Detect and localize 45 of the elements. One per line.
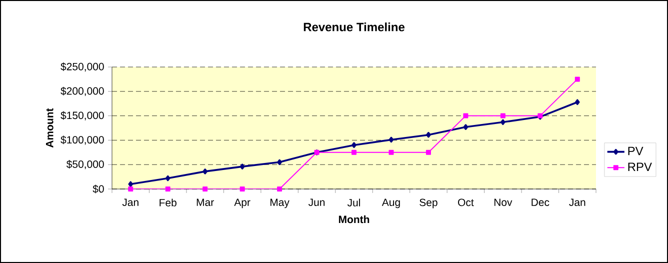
x-tick-label: Aug (382, 198, 400, 208)
point (574, 76, 580, 82)
chart-title: Revenue Timeline (304, 22, 404, 32)
point (240, 164, 245, 170)
x-axis-title: Month (338, 215, 370, 224)
point (463, 113, 468, 118)
point (500, 113, 506, 118)
legend-label: PV (628, 146, 644, 156)
x-tick-label: Nov (494, 198, 512, 206)
point (128, 186, 134, 192)
x-tick-label: Jun (308, 198, 325, 206)
point (240, 186, 245, 192)
x-tick-label: Mar (196, 198, 214, 206)
y-tick-label: $200,000 (60, 86, 104, 96)
y-tick-label: $100,000 (60, 136, 104, 145)
x-tick-label: Apr (234, 198, 250, 208)
point (388, 150, 394, 155)
y-axis-title: Amount (46, 108, 54, 148)
y-tick-label: $50,000 (66, 160, 104, 170)
point (352, 150, 357, 155)
x-tick-label: May (270, 198, 290, 208)
point (277, 159, 282, 166)
point (165, 186, 170, 192)
point (426, 150, 431, 155)
x-tick-label: Oct (458, 198, 474, 206)
point (500, 119, 506, 126)
y-tick-label: $250,000 (60, 62, 104, 72)
x-tick-label: Dec (532, 198, 550, 206)
x-tick-label: Sep (420, 198, 438, 208)
point (388, 136, 394, 143)
point (165, 175, 170, 182)
x-tick-label: Jul (347, 198, 360, 206)
y-tick-label: $150,000 (60, 111, 104, 120)
point (463, 124, 468, 130)
x-tick-label: Jan (122, 198, 138, 206)
point (426, 132, 431, 138)
y-tick-label: $0 (92, 184, 104, 194)
point (202, 168, 208, 174)
point (574, 99, 580, 106)
point (352, 142, 356, 148)
point (202, 186, 208, 192)
legend-label: RPV (628, 162, 652, 171)
x-tick-label: Jan (569, 198, 586, 206)
point (277, 186, 282, 192)
x-tick-label: Feb (160, 198, 176, 206)
